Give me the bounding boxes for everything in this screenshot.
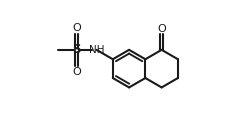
Text: NH: NH: [89, 45, 104, 55]
Text: O: O: [72, 67, 81, 77]
Text: S: S: [72, 43, 81, 56]
Text: O: O: [72, 23, 81, 33]
Text: O: O: [157, 24, 166, 34]
